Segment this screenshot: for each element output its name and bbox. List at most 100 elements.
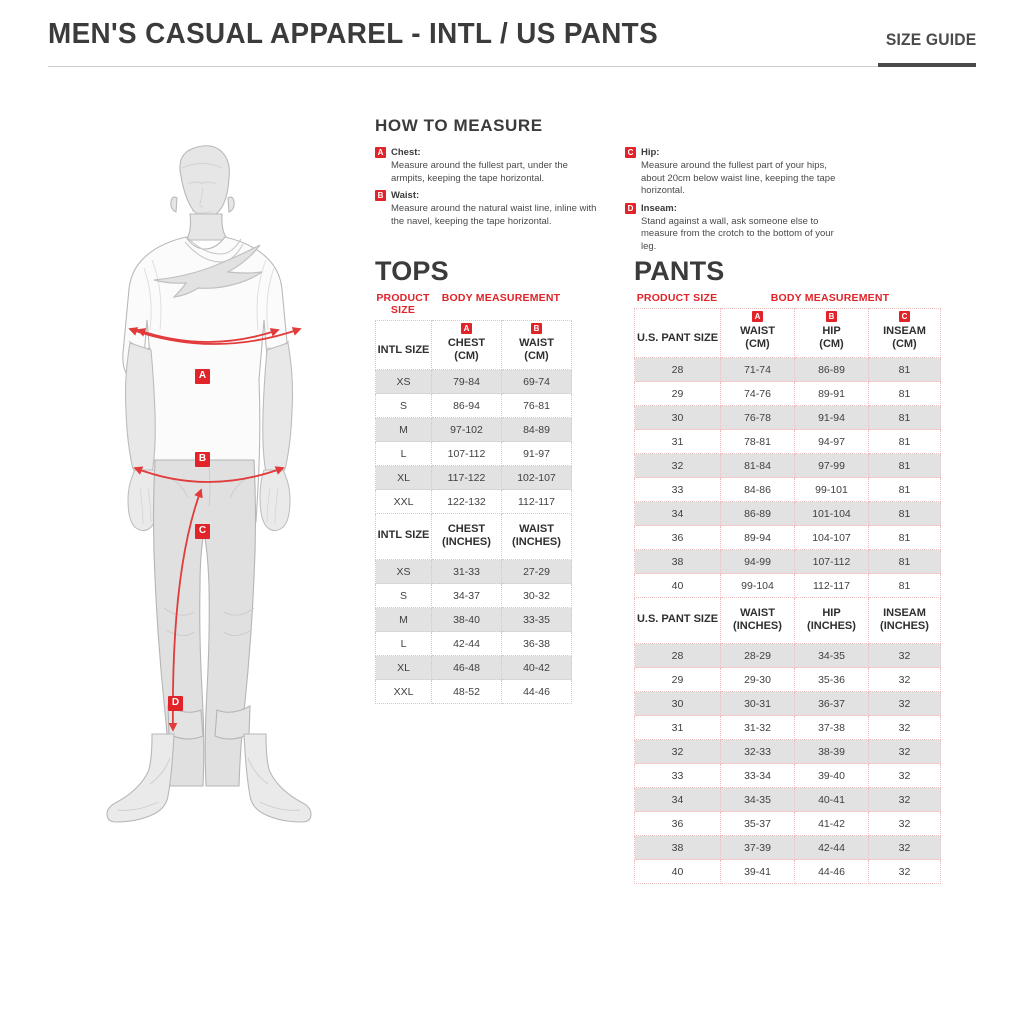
arrow-inseam-d — [168, 488, 203, 732]
table-row: M 97-102 84-89 — [375, 417, 572, 442]
table-row: 40 99-104 112-117 81 — [634, 573, 941, 598]
badge-a-icon: A — [461, 323, 472, 334]
measure-item-label: Hip: — [641, 147, 660, 158]
measure-item-label: Inseam: — [641, 202, 677, 214]
table-row: 29 74-76 89-91 81 — [634, 381, 941, 406]
pants-header-hip-cm: B HIP (CM) — [794, 308, 869, 358]
pants-header-waist-cm: A WAIST (CM) — [720, 308, 795, 358]
figure-shoes — [106, 733, 312, 823]
table-row: 30 30-31 36-37 32 — [634, 691, 941, 716]
tops-header-size-inches: INTL SIZE — [375, 513, 432, 560]
table-row: XL 46-48 40-42 — [375, 655, 572, 680]
pants-title: PANTS — [634, 256, 725, 286]
pants-imperial-header-row: U.S. PANT SIZE WAIST (INCHES) HIP (INCHES)… — [634, 597, 941, 644]
tops-title: TOPS — [375, 256, 449, 286]
pants-header-waist-inches: WAIST (INCHES) — [720, 597, 795, 644]
table-row: 32 32-33 38-39 32 — [634, 739, 941, 764]
alpinestars-logo-icon — [153, 244, 263, 298]
table-row: 29 29-30 35-36 32 — [634, 667, 941, 692]
pants-header-inseam-inches: INSEAM (INCHES) — [868, 597, 941, 644]
tops-group-product-size: PRODUCT SIZE — [376, 292, 430, 316]
tops-table-section: TOPS PRODUCT SIZE BODY MEASUREMENT INTL … — [375, 256, 572, 704]
arrow-chest-a — [128, 327, 302, 345]
pants-group-body-measurement: BODY MEASUREMENT — [770, 292, 890, 304]
figure-face — [181, 163, 223, 214]
pants-header-size: U.S. PANT SIZE — [634, 308, 721, 358]
table-row: 36 35-37 41-42 32 — [634, 811, 941, 836]
table-row: XXL 122-132 112-117 — [375, 489, 572, 514]
table-row: S 34-37 30-32 — [375, 583, 572, 608]
tops-imperial-header-row: INTL SIZE CHEST (INCHES) WAIST (INCHES) — [375, 513, 572, 560]
pants-table-section: PANTS PRODUCT SIZE BODY MEASUREMENT U.S.… — [634, 256, 941, 884]
badge-d-icon: D — [625, 202, 636, 214]
table-row: XS 79-84 69-74 — [375, 369, 572, 394]
table-row: 33 84-86 99-101 81 — [634, 477, 941, 502]
badge-b-icon: B — [375, 190, 386, 201]
how-to-measure-section: HOW TO MEASURE A Chest: Measure around t… — [375, 116, 935, 258]
page-header: MEN'S CASUAL APPAREL - INTL / US PANTS S… — [48, 18, 976, 70]
figure-shoe-detail — [117, 757, 301, 811]
table-row: S 86-94 76-81 — [375, 393, 572, 418]
pants-group-product-size: PRODUCT SIZE — [636, 292, 718, 304]
measure-item-inseam: D Inseam: Stand against a wall, ask some… — [625, 202, 847, 254]
measure-item-text: Measure around the fullest part, under t… — [391, 160, 568, 184]
badge-b-icon: B — [826, 311, 837, 322]
table-row: 28 71-74 86-89 81 — [634, 357, 941, 382]
measure-item-chest: A Chest: Measure around the fullest part… — [375, 147, 597, 185]
header-divider — [48, 66, 878, 67]
figure-collar — [184, 237, 244, 263]
tops-metric-header-row: INTL SIZE A CHEST (CM) B WAIST (CM) — [375, 320, 572, 370]
measurement-arrows — [128, 327, 302, 732]
pants-header-inseam-cm: C INSEAM (CM) — [868, 308, 941, 358]
badge-c-icon: C — [899, 311, 910, 322]
tops-header-size: INTL SIZE — [375, 320, 432, 370]
table-row: 31 78-81 94-97 81 — [634, 429, 941, 454]
table-row: L 107-112 91-97 — [375, 441, 572, 466]
tops-header-waist-inches: WAIST (INCHES) — [501, 513, 572, 560]
badge-c-icon: C — [625, 147, 636, 158]
pants-header-size-inches: U.S. PANT SIZE — [634, 597, 721, 644]
figure-badge-c: C — [195, 524, 210, 539]
table-row: M 38-40 33-35 — [375, 607, 572, 632]
measure-item-label: Chest: — [391, 147, 421, 158]
table-row: 34 86-89 101-104 81 — [634, 501, 941, 526]
pants-header-hip-inches: HIP (INCHES) — [794, 597, 869, 644]
how-to-measure-column-right: C Hip: Measure around the fullest part o… — [625, 147, 847, 258]
measure-item-waist: B Waist: Measure around the natural wais… — [375, 190, 597, 228]
pants-table: U.S. PANT SIZE A WAIST (CM) B HIP (CM) C INSE… — [634, 308, 941, 884]
measure-item-text: Stand against a wall, ask someone else t… — [641, 215, 834, 252]
measure-item-text: Measure around the natural waist line, i… — [391, 203, 597, 227]
mannequin-illustration — [106, 145, 312, 823]
pants-metric-header-row: U.S. PANT SIZE A WAIST (CM) B HIP (CM) C INSE… — [634, 308, 941, 358]
table-row: 31 31-32 37-38 32 — [634, 715, 941, 740]
table-row: 30 76-78 91-94 81 — [634, 405, 941, 430]
size-guide-underline — [878, 63, 976, 67]
table-row: XS 31-33 27-29 — [375, 559, 572, 584]
tops-header-chest-cm: A CHEST (CM) — [431, 320, 502, 370]
how-to-measure-title: HOW TO MEASURE — [375, 116, 543, 135]
measure-item-label: Waist: — [391, 190, 420, 201]
table-row: 38 94-99 107-112 81 — [634, 549, 941, 574]
table-row: L 42-44 36-38 — [375, 631, 572, 656]
measure-item-text: Measure around the fullest part of your … — [641, 160, 836, 196]
tops-group-body-measurement: BODY MEASUREMENT — [441, 292, 561, 304]
arrow-hip-c — [133, 466, 285, 483]
figure-badge-b: B — [195, 452, 210, 467]
size-guide-label: SIZE GUIDE — [885, 30, 976, 49]
tops-header-chest-inches: CHEST (INCHES) — [431, 513, 502, 560]
table-row: 32 81-84 97-99 81 — [634, 453, 941, 478]
table-row: 36 89-94 104-107 81 — [634, 525, 941, 550]
table-row: 34 34-35 40-41 32 — [634, 787, 941, 812]
mannequin-figure: A B C D — [78, 138, 340, 920]
table-row: 38 37-39 42-44 32 — [634, 835, 941, 860]
table-row: 33 33-34 39-40 32 — [634, 763, 941, 788]
badge-a-icon: A — [752, 311, 763, 322]
figure-finger-lines — [139, 487, 279, 525]
table-row: 40 39-41 44-46 32 — [634, 859, 941, 884]
tops-header-waist-cm: B WAIST (CM) — [501, 320, 572, 370]
badge-b-icon: B — [531, 323, 542, 334]
tops-table: INTL SIZE A CHEST (CM) B WAIST (CM) XS 79-84 6… — [375, 320, 572, 704]
figure-badge-d: D — [168, 696, 183, 711]
table-row: XXL 48-52 44-46 — [375, 679, 572, 704]
badge-a-icon: A — [375, 147, 386, 158]
